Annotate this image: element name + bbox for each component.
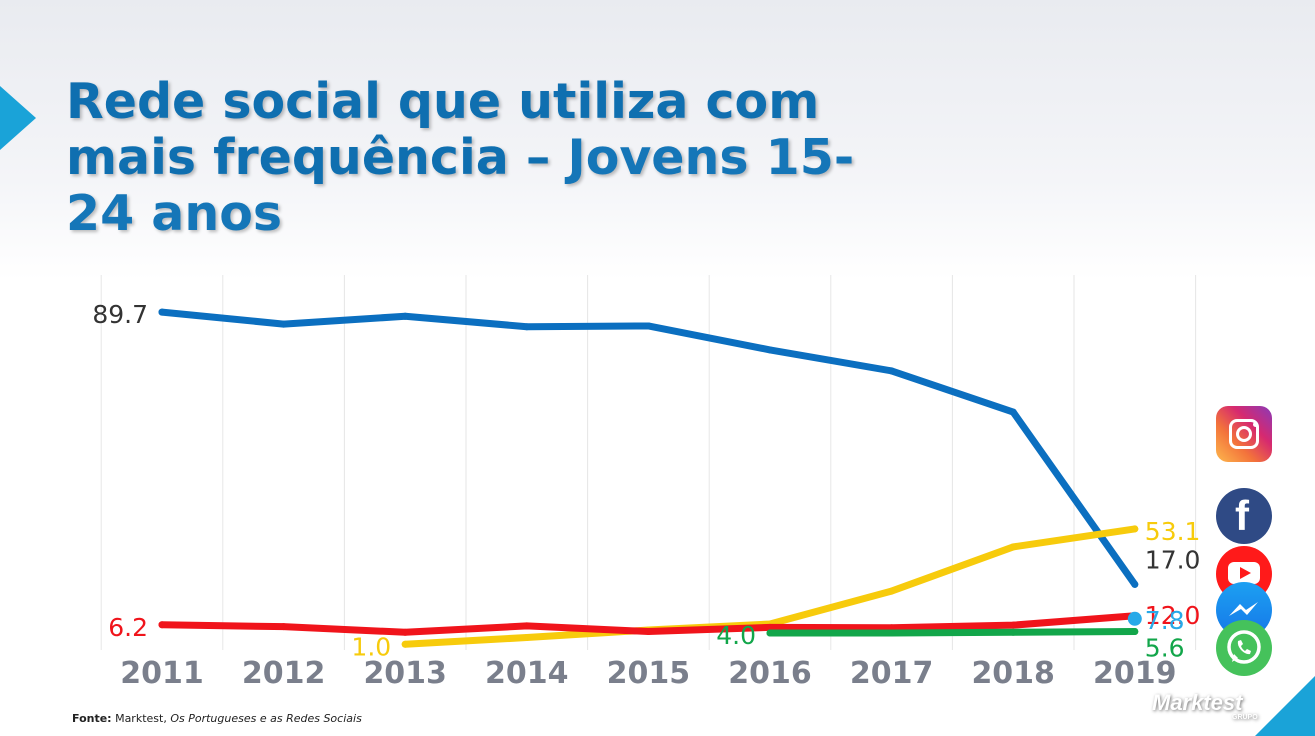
data-label-start-youtube: 6.2	[108, 613, 148, 642]
whatsapp-icon	[1216, 620, 1272, 676]
data-point-youtube	[401, 628, 409, 636]
data-label-end-youtube: 12.0	[1145, 601, 1201, 630]
logo-name: Marktest	[1152, 690, 1243, 715]
x-tick-label: 2012	[242, 656, 326, 691]
data-point-whatsapp	[1009, 628, 1017, 636]
data-label-end-facebook: 17.0	[1145, 545, 1201, 574]
data-point-facebook	[523, 323, 531, 331]
data-point-facebook	[280, 320, 288, 328]
x-tick-label: 2019	[1093, 656, 1177, 691]
data-point-messenger	[1127, 611, 1142, 626]
facebook-icon: f	[1216, 488, 1272, 544]
data-point-instagram	[888, 587, 896, 595]
data-point-instagram	[523, 634, 531, 642]
x-tick-label: 2015	[607, 656, 691, 691]
data-label-end-instagram: 53.1	[1145, 517, 1201, 546]
corner-arrow-decoration	[0, 86, 36, 150]
source-publication: Os Portugueses e as Redes Sociais	[170, 712, 362, 725]
data-point-instagram	[1131, 525, 1139, 533]
data-label-start-facebook: 89.7	[92, 300, 148, 329]
data-point-whatsapp	[1131, 628, 1139, 636]
marktest-logo: Marktest GRUPO	[1152, 690, 1262, 726]
data-point-facebook	[766, 346, 774, 354]
series-line-whatsapp	[766, 628, 1139, 637]
data-label-end-messenger: 7.8	[1145, 606, 1185, 635]
data-point-youtube	[644, 628, 652, 636]
logo-sub: GRUPO	[1232, 714, 1258, 721]
data-point-youtube	[158, 621, 166, 629]
data-point-whatsapp	[888, 629, 896, 637]
data-point-facebook	[401, 312, 409, 320]
data-point-instagram	[401, 640, 409, 648]
page-title: Rede social que utiliza com mais frequên…	[66, 74, 886, 242]
data-point-facebook	[888, 367, 896, 375]
data-point-facebook	[1131, 580, 1139, 588]
data-point-youtube	[280, 623, 288, 631]
data-label-start-whatsapp: 4.0	[716, 621, 756, 650]
data-point-facebook	[644, 322, 652, 330]
instagram-icon	[1216, 406, 1272, 462]
x-tick-label: 2014	[485, 656, 569, 691]
data-point-youtube	[523, 622, 531, 630]
x-tick-label: 2016	[728, 656, 812, 691]
x-tick-label: 2018	[971, 656, 1055, 691]
x-tick-label: 2017	[850, 656, 934, 691]
data-point-whatsapp	[766, 629, 774, 637]
data-point-youtube	[766, 623, 774, 631]
data-point-youtube	[1009, 621, 1017, 629]
title-part-2: Jovens 15-24 anos	[66, 129, 855, 242]
source-org: Marktest,	[115, 712, 167, 725]
data-label-start-instagram: 1.0	[351, 632, 391, 661]
title-part-1: Rede social que utiliza com mais frequên…	[66, 73, 820, 186]
data-point-facebook	[158, 308, 166, 316]
data-point-instagram	[1009, 543, 1017, 551]
source-note: Fonte: Marktest, Os Portugueses e as Red…	[72, 712, 362, 725]
series-line-facebook	[158, 308, 1139, 588]
corner-decoration	[1255, 676, 1315, 736]
data-point-facebook	[1009, 408, 1017, 416]
source-label: Fonte:	[72, 712, 112, 725]
x-tick-label: 2013	[363, 656, 447, 691]
x-tick-label: 2011	[120, 656, 204, 691]
data-label-end-whatsapp: 5.6	[1145, 634, 1185, 663]
